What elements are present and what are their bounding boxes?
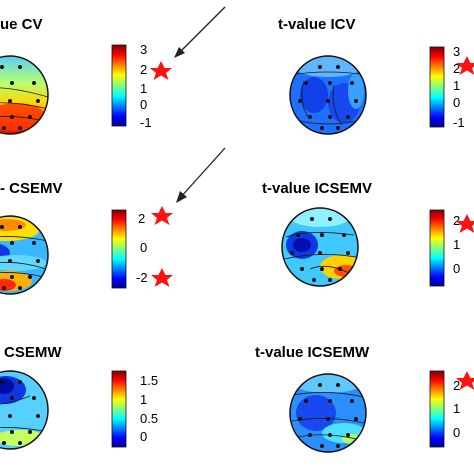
colorbar-cv [111,44,127,127]
tick-label: 1 [453,78,460,93]
topomap-icsemv [281,207,359,287]
tick-label: 2 [453,61,460,76]
tick-label: -1 [453,115,465,130]
tick-label: 1 [453,401,460,416]
topomap-csemv [0,215,49,295]
star-marker [151,206,173,225]
tick-label: 1 [453,237,460,252]
title-icsemw: t-value ICSEMW [255,344,370,361]
colorbar-icsemw [429,370,445,448]
colorbar-icsemv [429,209,445,287]
panel-icv: 3 2 1 0 -1 [289,44,474,135]
tick-label: 1 [140,81,147,96]
topomap-cv [0,55,49,135]
star-marker [456,371,474,390]
star-marker [456,214,474,233]
topomap-icv [289,55,367,135]
title-icsemv: t-value ICSEMV [262,180,373,197]
tick-label: 2 [140,62,147,77]
panel-csemv: 2 0 -2 [0,206,173,295]
star-marker [456,56,474,75]
tick-label: -1 [140,115,152,130]
tick-label: 2 [453,378,460,393]
star-marker [150,61,172,80]
tick-label: 0 [140,240,147,255]
title-csemv: - CSEMV [0,180,63,197]
colorbar-csemw [111,370,127,448]
tick-label: 0 [453,261,460,276]
panel-icsemw: 2 1 0 [289,370,474,453]
tick-label: 3 [140,42,147,57]
tick-label: 1 [140,392,147,407]
colorbar-csemv [111,209,127,289]
star-marker [151,268,173,287]
topomap-icsemw [289,373,367,453]
tick-label: -2 [136,270,148,285]
tick-label: 0 [140,429,147,444]
tick-label: 0.5 [140,411,158,426]
topomap-csemw [0,370,49,450]
tick-label: 0 [453,425,460,440]
panel-icsemv: 2 1 0 [281,207,474,287]
panel-csemw: 1.5 1 0.5 0 [0,370,158,450]
arrow-csemv [176,147,226,203]
panel-cv: 3 2 1 0 -1 [0,42,172,135]
title-cv: ue CV [0,16,43,33]
arrow-cv [174,6,226,58]
tick-label: 2 [453,213,460,228]
title-icv: t-value ICV [278,16,356,33]
tick-label: 2 [138,211,145,226]
colorbar-icv [429,46,445,128]
tick-label: 0 [453,95,460,110]
tick-label: 3 [453,44,460,59]
tick-label: 1.5 [140,373,158,388]
tick-label: 0 [140,97,147,112]
title-csemw: CSEMW [4,344,62,361]
